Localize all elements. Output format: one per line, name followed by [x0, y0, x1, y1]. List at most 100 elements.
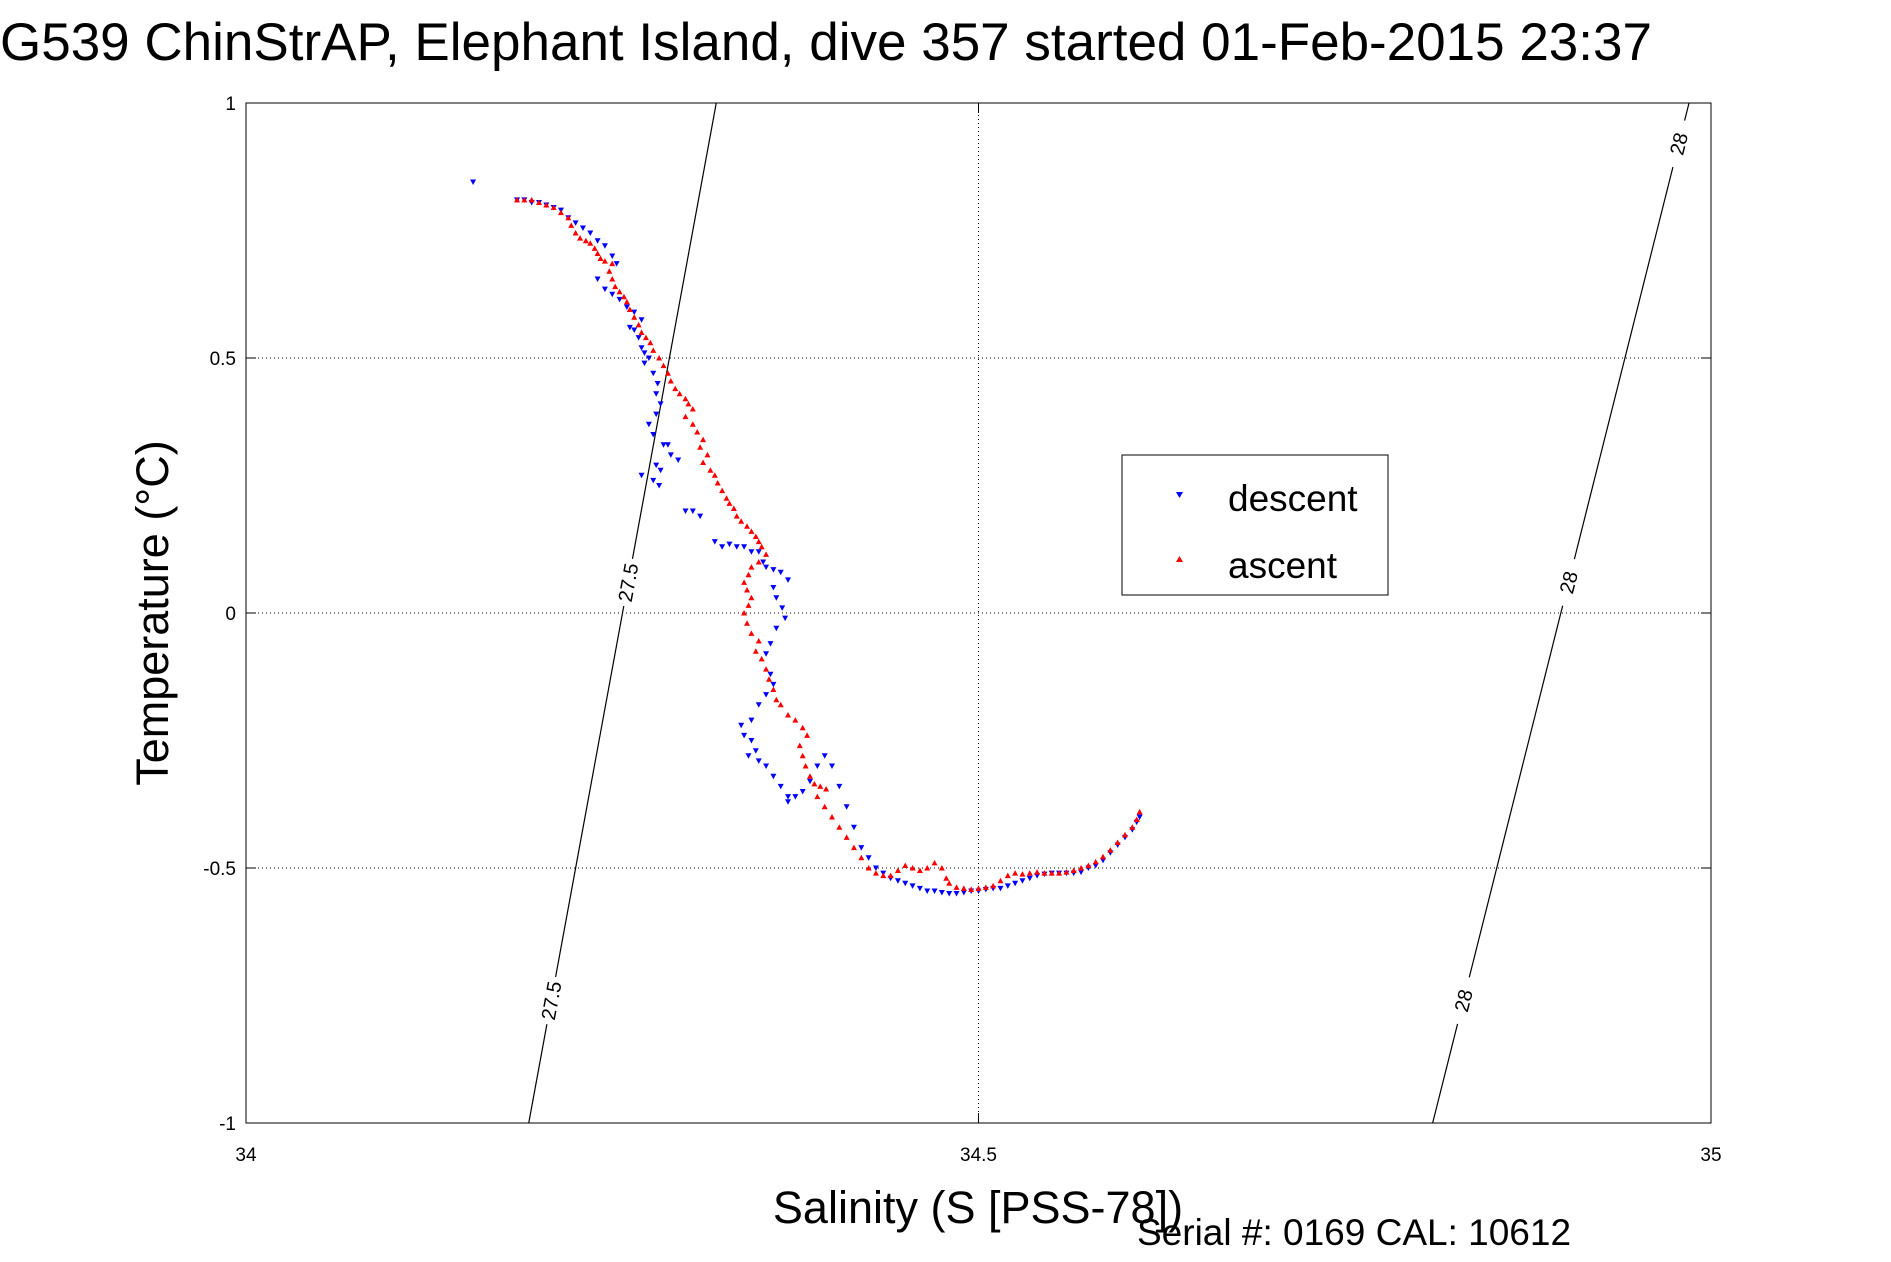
y-tick-label: 0 [225, 604, 236, 625]
isopycnal-label-group: 28 [1444, 974, 1482, 1028]
ascent-point [799, 724, 806, 731]
ascent-point [796, 742, 803, 749]
ascent-point [682, 413, 689, 420]
ascent-point [1133, 816, 1140, 823]
ascent-point [858, 854, 865, 861]
ascent-point [785, 712, 792, 718]
ascent-point [804, 732, 811, 738]
plot-area: 27.5 27.5 28 28 28 34 34.5 35 1 0.5 0 -0.5 -1 [203, 94, 1721, 1166]
ascent-point [700, 459, 707, 466]
x-axis-label: Salinity (S [PSS-78]) [773, 1182, 1183, 1233]
descent-point [587, 230, 594, 237]
descent-point [650, 370, 657, 377]
descent-point [850, 824, 857, 831]
descent-point [946, 891, 953, 897]
isopycnal-layer: 27.5 27.5 28 28 28 [528, 102, 1698, 1124]
ascent-point [990, 882, 997, 889]
descent-point [748, 717, 755, 724]
descent-point [741, 732, 748, 739]
ascent-point [802, 763, 809, 769]
ascent-point [536, 199, 542, 205]
descent-point [664, 442, 671, 448]
descent-point [924, 888, 931, 894]
ascent-point [719, 487, 726, 494]
descent-point [711, 539, 718, 545]
descent-point [1012, 880, 1019, 887]
y-axis-label: Temperature (°C) [127, 440, 178, 786]
descent-point [738, 722, 745, 729]
descent-point [829, 763, 835, 769]
descent-point [609, 253, 616, 259]
legend-box [1121, 454, 1389, 596]
ascent-point [766, 676, 773, 682]
descent-point [638, 317, 645, 323]
ascent-point [609, 275, 616, 282]
ascent-point [748, 630, 755, 636]
ascent-point [997, 877, 1004, 884]
descent-point [594, 238, 601, 244]
descent-point [785, 794, 792, 800]
ascent-point [799, 752, 806, 759]
ascent-point [647, 339, 654, 346]
ascent-point [758, 543, 765, 550]
descent-point [641, 360, 648, 367]
ascent-point [748, 528, 755, 534]
ascent-point [1048, 870, 1055, 876]
ascent-point [807, 773, 814, 779]
ascent-point [748, 594, 755, 601]
ascent-point [601, 258, 608, 264]
ascent-point [758, 655, 765, 662]
descent-point [650, 432, 657, 438]
descent-point [654, 381, 661, 387]
ascent-point [741, 579, 748, 585]
ascent-point [685, 400, 692, 407]
ascent-point [723, 495, 730, 501]
ascent-point [1092, 858, 1099, 865]
descent-point [763, 763, 770, 769]
ascent-point [850, 844, 857, 851]
ascent-point [568, 222, 575, 228]
isopycnal-label: 28 [1451, 987, 1478, 1014]
ascent-point [730, 505, 737, 511]
descent-point [745, 753, 752, 759]
descent-point [960, 889, 967, 896]
descent-point [763, 692, 770, 698]
ascent-point [577, 235, 584, 241]
ascent-point [1129, 824, 1136, 830]
x-tick-label: 35 [1700, 1145, 1721, 1166]
ascent-point [763, 666, 770, 672]
ascent-point [836, 824, 843, 830]
ascent-point [821, 803, 828, 810]
descent-point [770, 773, 777, 780]
descent-point [872, 865, 879, 871]
ascent-point [894, 867, 901, 874]
descent-point [909, 883, 916, 889]
descent-point [623, 304, 630, 310]
ascent-point [591, 245, 598, 251]
descent-point [653, 411, 660, 418]
descent-point [779, 605, 786, 611]
ascent-point [597, 255, 604, 262]
y-tick-label: -1 [219, 1114, 236, 1135]
descent-point [579, 225, 586, 231]
legend-label-descent: descent [1228, 478, 1358, 519]
ascent-point [960, 885, 967, 891]
ascent-point [623, 298, 630, 305]
ascent-point [616, 288, 623, 295]
isopycnal-label-bg [1444, 974, 1482, 1028]
y-tick-label: 0.5 [210, 349, 236, 370]
isopycnal-label-bg [611, 556, 646, 609]
descent-point [938, 889, 945, 896]
ascent-point [638, 329, 645, 335]
ascent-point [745, 571, 752, 578]
ascent-point [1026, 870, 1033, 876]
ascent-point [773, 696, 780, 703]
ascent-point [748, 564, 755, 570]
ascent-point [938, 865, 945, 871]
ascent-point [982, 884, 989, 890]
legend: descent ascent [1121, 454, 1389, 596]
descent-point [916, 885, 923, 892]
isopycnal-label: 28 [1666, 131, 1693, 158]
ascent-point [1063, 869, 1070, 875]
